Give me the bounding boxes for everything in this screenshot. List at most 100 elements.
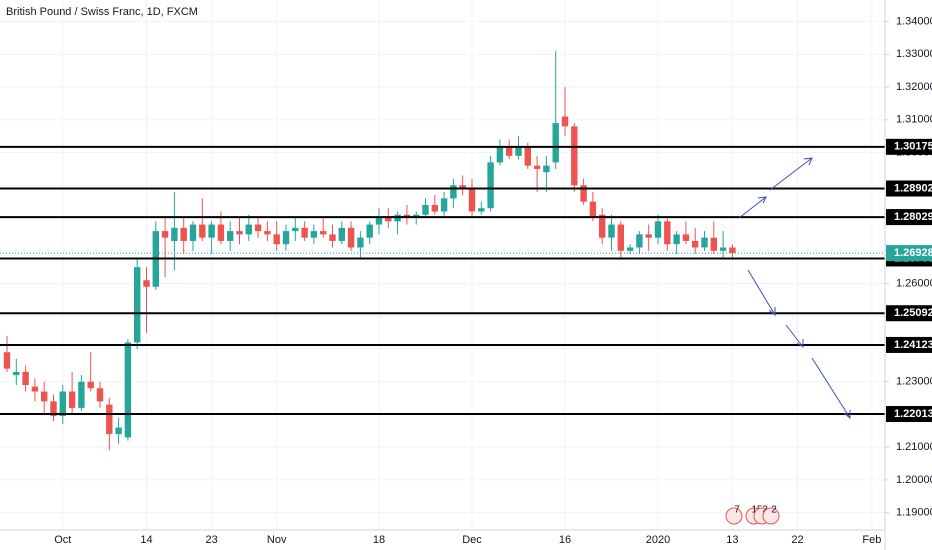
candle-body [719,247,727,251]
x-tick-label: 16 [559,534,571,546]
event-label: 7 [734,505,740,516]
candle-body [468,188,476,212]
candle-body [506,146,513,156]
candle-body [608,224,615,238]
x-tick-label: 23 [205,534,217,546]
y-tick-label: 1.21000 [896,441,932,453]
candle-body [450,185,457,199]
level-label: 1.28029 [894,211,932,223]
x-tick-label: Dec [462,534,482,546]
level-label: 1.30175 [894,141,932,153]
arrow [811,357,851,419]
event-marker [725,507,743,525]
y-tick-label: 1.32000 [896,81,932,93]
candle-body [617,224,624,251]
arrow [738,196,767,219]
candle-body [431,204,438,212]
event-marker [762,507,780,525]
level-label-box [886,180,932,197]
x-tick-label: 22 [791,534,803,546]
candle-body [524,146,531,166]
candle-body [180,227,187,241]
candle-body [292,227,299,232]
level-label-box [886,209,932,226]
candle-body [264,231,271,235]
candle-body [729,247,736,254]
candle-body [115,427,122,435]
candle-body [710,237,717,251]
candle-body [375,218,383,225]
candle-body [533,165,541,169]
x-tick-label: 13 [726,534,738,546]
level-label-box [886,406,932,423]
level-label: 1.22013 [894,408,932,420]
candle-body [515,146,522,156]
candle-body [440,198,448,212]
level-label: 1.24123 [894,339,932,351]
event-label: 2 [771,505,777,516]
candle-body [227,231,234,241]
arrow [747,269,776,316]
candle-body [422,204,429,215]
arrow [769,157,813,191]
candle-body [338,227,345,241]
level-label-box [886,305,932,322]
last-price-label: 1.26928 [894,247,932,259]
candle-body [664,221,671,245]
x-tick-label: 2020 [646,534,670,546]
y-tick-label: 1.31000 [896,114,932,126]
candle-body [254,224,262,232]
candle-body [3,352,11,369]
candle-body [143,280,150,287]
x-tick-label: Oct [54,534,71,546]
x-tick-label: Nov [267,534,287,546]
candle-body [171,227,178,241]
level-label-box [886,336,932,353]
candle-body [78,381,85,408]
arrow-head [768,307,776,317]
y-tick-label: 1.26000 [896,277,932,289]
candle-body [357,237,364,248]
candle-body [329,234,336,241]
y-tick-label: 1.23000 [896,376,932,388]
candle-body [87,381,94,389]
y-tick-label: 1.33000 [896,48,932,60]
y-tick-label: 1.19000 [896,507,932,519]
candle-body [41,391,48,402]
candle-body [208,224,215,238]
candle-body [22,371,29,385]
annotations [738,157,851,420]
candle-body [552,123,559,163]
candle-body [626,247,634,251]
candle-body [68,391,76,408]
candle-body [692,240,699,248]
candle-body [189,224,197,241]
level-label: 1.28902 [894,182,932,194]
arrow-head [803,157,813,166]
candle-body [217,224,225,241]
candle-body [310,231,318,238]
candle-body [543,165,550,173]
candle-body [199,224,206,238]
candle-body [134,267,141,343]
x-tick-label: 14 [140,534,152,546]
candle-body [59,391,66,417]
candle-body [682,234,690,241]
candle-body [366,224,373,238]
candle-body [385,218,392,222]
plot: 71522 [0,51,885,525]
arrow [785,324,804,348]
candle-body [599,214,606,238]
candle-body [673,234,680,245]
candle-body [31,386,39,392]
candle-body [124,342,132,438]
last-price-box [886,245,932,262]
candle-body [347,227,355,248]
candle-body [245,224,252,235]
candle-body [459,185,466,189]
candle-body [561,116,569,127]
candle-body [636,234,643,248]
candle-body [645,234,652,238]
